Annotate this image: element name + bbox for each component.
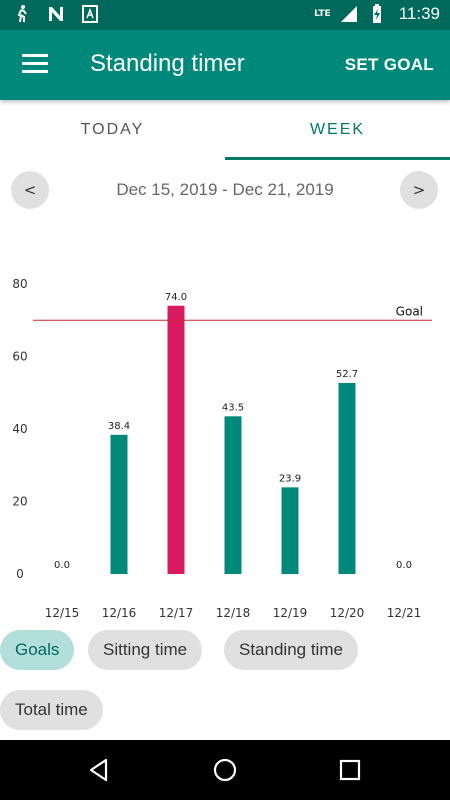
battery-charging-icon <box>372 4 381 23</box>
x-tick-label: 12/18 <box>216 606 251 620</box>
x-tick-label: 12/16 <box>102 606 137 620</box>
bar-value-label: 52.7 <box>336 369 358 380</box>
y-tick-label: 60 <box>12 350 27 364</box>
app-bar: Standing timer SET GOAL <box>0 30 450 100</box>
status-bar: LTE 11:39 <box>0 0 450 30</box>
x-tick-label: 12/21 <box>387 606 422 620</box>
bar-value-label: 43.5 <box>222 402 244 413</box>
y-tick-label: 40 <box>12 422 27 436</box>
chip-standing-time[interactable]: Standing time <box>224 630 358 670</box>
tab-bar: TODAY WEEK <box>0 100 450 160</box>
weekly-bar-chart: 0 20 40 60 80 0.0 12/15 38.4 12/16 74.0 12/17 43.5 1… <box>12 277 432 620</box>
y-tick-label: 20 <box>12 495 27 509</box>
home-icon[interactable] <box>212 757 238 783</box>
previous-week-button[interactable]: < <box>11 171 49 209</box>
chip-total-time[interactable]: Total time <box>0 690 103 730</box>
recents-icon[interactable] <box>337 757 363 783</box>
x-tick-label: 12/19 <box>273 606 308 620</box>
bar-12-16 <box>110 434 128 574</box>
y-tick-label: 80 <box>12 277 27 291</box>
set-goal-button[interactable]: SET GOAL <box>344 55 434 74</box>
clock: 11:39 <box>398 4 440 23</box>
date-range: Dec 15, 2019 - Dec 21, 2019 <box>116 180 334 199</box>
next-week-button[interactable]: > <box>400 171 438 209</box>
bar-12-20 <box>338 382 356 574</box>
bar-value-label: 74.0 <box>165 292 187 303</box>
tab-week[interactable]: WEEK <box>225 100 450 160</box>
network-type: LTE <box>314 9 331 19</box>
menu-icon[interactable] <box>22 54 48 76</box>
n-icon <box>49 7 63 21</box>
x-tick-label: 12/17 <box>159 606 194 620</box>
x-tick-label: 12/20 <box>330 606 365 620</box>
back-icon[interactable] <box>86 757 112 783</box>
walk-icon <box>17 5 27 23</box>
bar-12-17 <box>167 305 185 574</box>
bar-value-label: 23.9 <box>279 473 301 484</box>
x-tick-label: 12/15 <box>45 606 80 620</box>
system-nav-bar <box>0 740 450 800</box>
chip-goals[interactable]: Goals <box>0 630 75 670</box>
signal-icon <box>340 6 357 22</box>
bar-12-18 <box>224 416 242 574</box>
chip-sitting-time[interactable]: Sitting time <box>88 630 203 670</box>
bar-12-19 <box>281 487 299 574</box>
tab-week-label: WEEK <box>309 121 366 138</box>
bar-value-label: 38.4 <box>108 421 130 432</box>
y-tick-label: 0 <box>16 567 24 581</box>
app-title: Standing timer <box>90 50 245 77</box>
goal-label: Goal <box>396 304 423 318</box>
bar-value-label: 0.0 <box>54 560 70 571</box>
tab-indicator <box>225 157 450 160</box>
tab-today[interactable]: TODAY <box>80 121 145 138</box>
a-icon <box>82 5 98 23</box>
bar-value-label: 0.0 <box>396 560 412 571</box>
